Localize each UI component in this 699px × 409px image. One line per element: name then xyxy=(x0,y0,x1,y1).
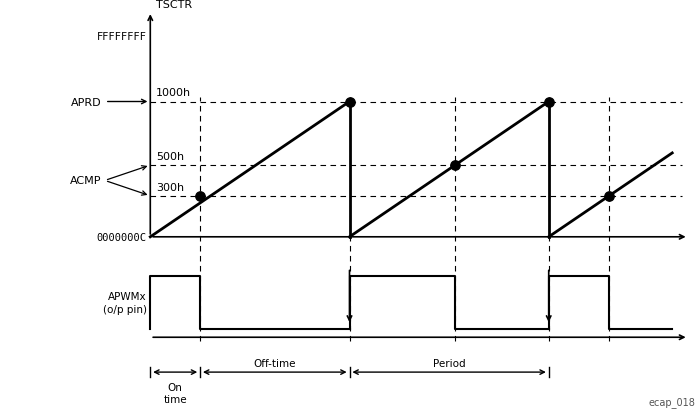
Text: On
time: On time xyxy=(164,382,187,404)
Text: FFFFFFFF: FFFFFFFF xyxy=(96,32,147,42)
Text: Off-time: Off-time xyxy=(254,358,296,368)
Point xyxy=(543,99,554,106)
Text: 500h: 500h xyxy=(156,152,184,162)
Text: APWMx
(o/p pin): APWMx (o/p pin) xyxy=(103,292,147,314)
Text: Period: Period xyxy=(433,358,466,368)
Text: TSCTR: TSCTR xyxy=(156,0,192,10)
Text: APRD: APRD xyxy=(71,97,101,107)
Point xyxy=(194,193,206,200)
Point xyxy=(344,99,355,106)
Text: 1000h: 1000h xyxy=(156,88,191,97)
Point xyxy=(449,162,461,169)
Text: ecap_018: ecap_018 xyxy=(649,396,696,407)
Point xyxy=(603,193,614,200)
Text: 300h: 300h xyxy=(156,182,184,192)
Text: ACMP: ACMP xyxy=(70,176,101,186)
Text: 0000000C: 0000000C xyxy=(96,232,147,242)
